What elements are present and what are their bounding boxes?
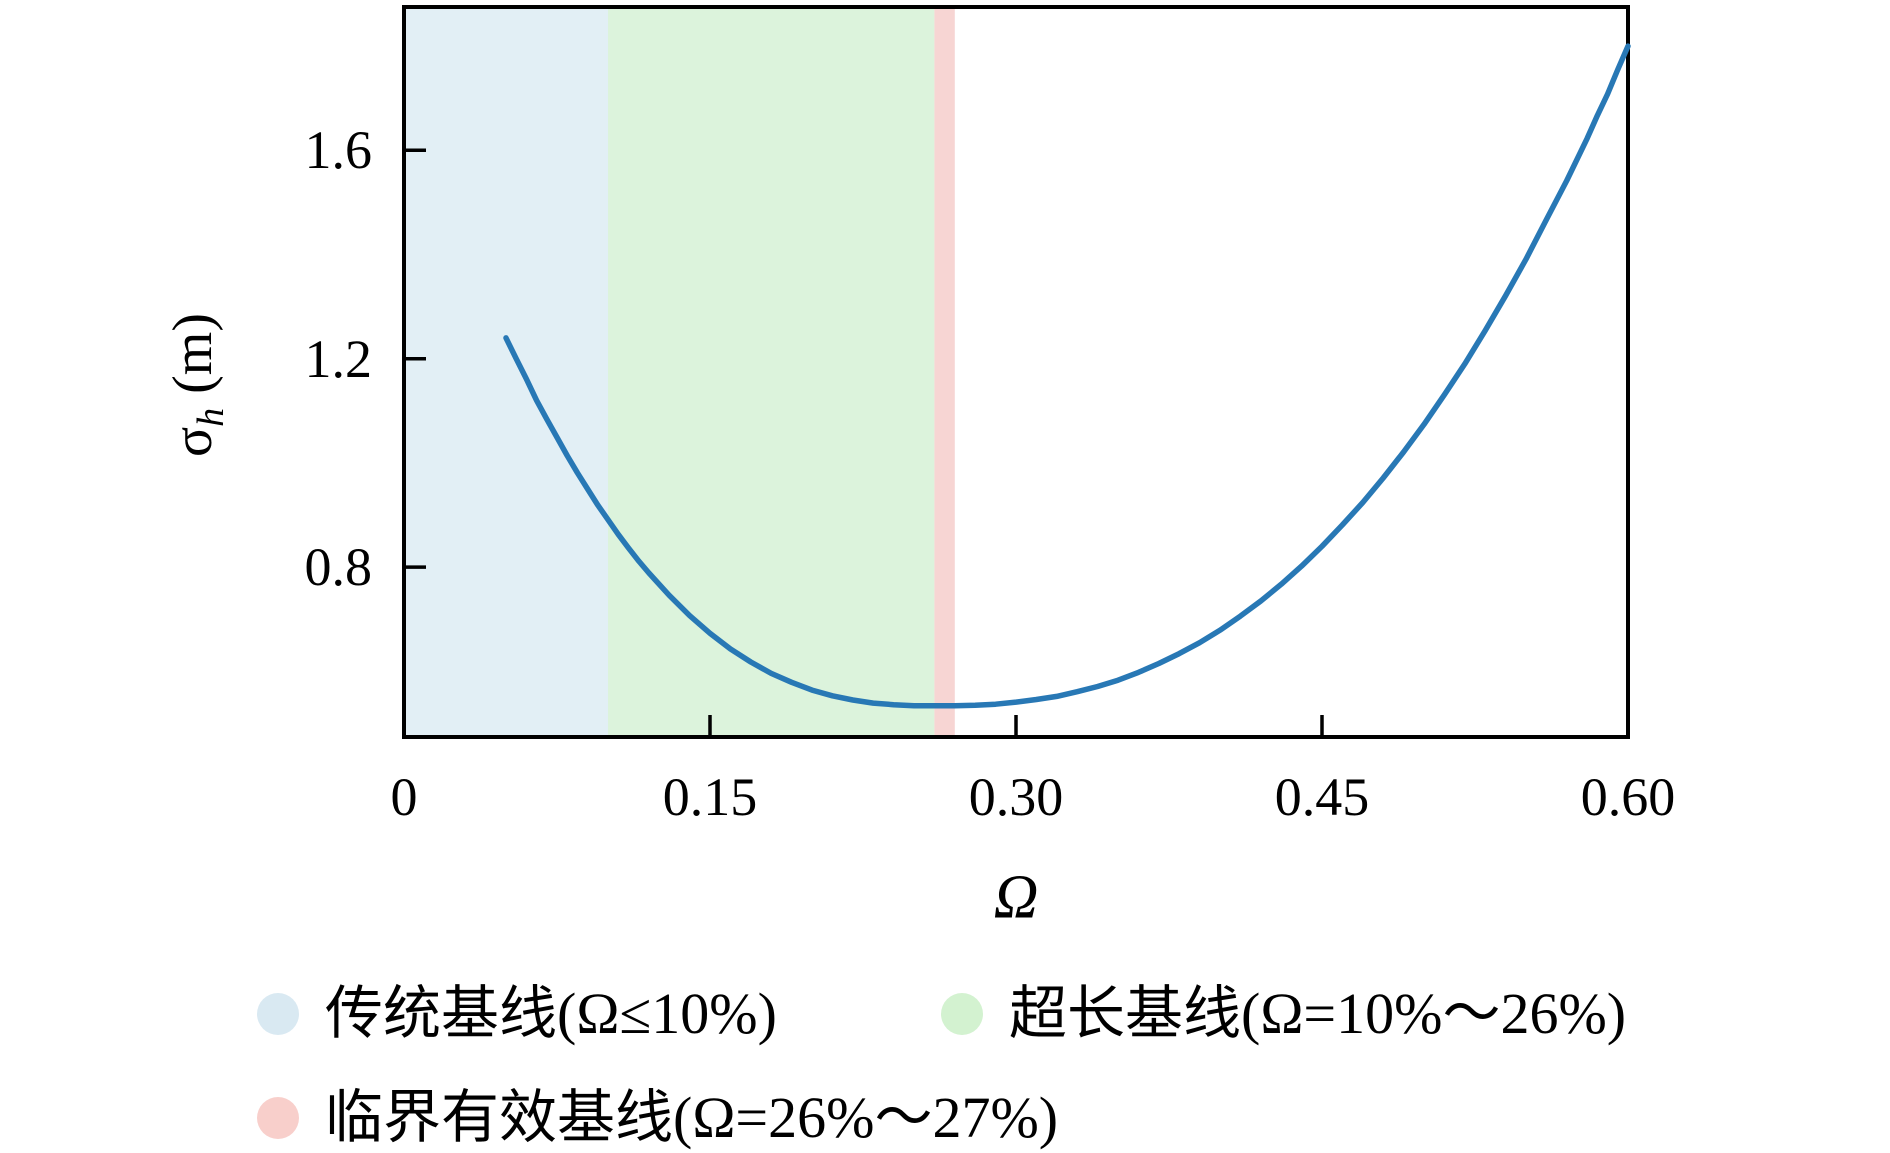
unit-label: (m) (161, 312, 224, 408)
y-tick-label-0.8: 0.8 (304, 537, 373, 598)
plot-frame (402, 5, 1630, 739)
x-tick-label-0.15: 0.15 (662, 767, 758, 827)
legend-label-critical-effective-baseline: 临界有效基线(Ω=26%～27%) (325, 1085, 1059, 1150)
sigma-subscript: h (190, 407, 233, 427)
band-region-0 (404, 7, 608, 737)
y-axis-title-sigma-h: σh (m) (161, 313, 233, 457)
x-axis-title-omega: Ω (993, 863, 1039, 932)
y-tick-label-1.2: 1.2 (304, 328, 373, 389)
legend-marker-pink-circle-icon (257, 1096, 299, 1139)
legend-item-traditional-baseline: 传统基线(Ω≤10%) (257, 979, 777, 1049)
y-tick-label-1.6: 1.6 (304, 120, 373, 181)
legend-label-ultralong-baseline: 超长基线(Ω=10%～26%) (1009, 981, 1627, 1046)
curve-sigma-h (503, 43, 1631, 709)
sigma-symbol: σ (161, 426, 224, 458)
x-tick-label-0.45: 0.45 (1274, 767, 1370, 827)
band-region-2 (934, 7, 955, 737)
legend-marker-green-circle-icon (941, 992, 983, 1035)
legend-label-traditional-baseline: 传统基线(Ω≤10%) (325, 981, 777, 1046)
x-tick-label-0.30: 0.30 (968, 767, 1064, 827)
legend-item-critical-effective-baseline: 临界有效基线(Ω=26%～27%) (257, 1083, 1058, 1153)
band-region-1 (608, 7, 935, 737)
legend-marker-blue-circle-icon (257, 992, 299, 1035)
x-tick-label-0: 0 (390, 767, 418, 827)
legend-item-ultralong-baseline: 超长基线(Ω=10%～26%) (941, 979, 1626, 1049)
x-tick-label-0.60: 0.60 (1580, 767, 1676, 827)
